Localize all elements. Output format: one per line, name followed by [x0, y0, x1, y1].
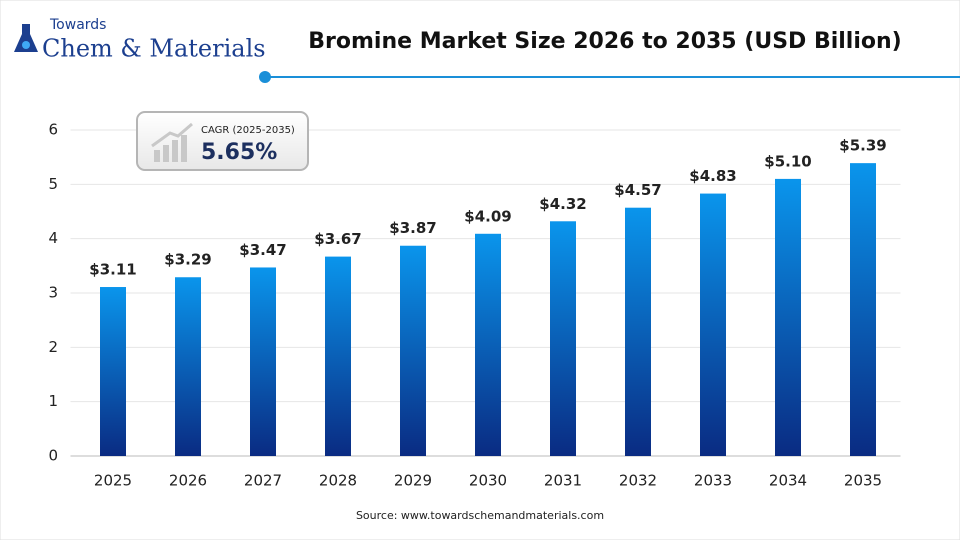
x-tick-label: 2030	[469, 472, 507, 490]
x-tick-label: 2031	[544, 472, 582, 490]
x-tick-label: 2028	[319, 472, 357, 490]
x-tick-label: 2032	[619, 472, 657, 490]
cagr-label: CAGR (2025-2035)	[201, 125, 295, 136]
x-tick-label: 2029	[394, 472, 432, 490]
y-tick-label: 1	[48, 392, 58, 410]
x-tick-label: 2034	[769, 472, 807, 490]
cagr-icon	[163, 145, 169, 162]
x-tick-label: 2033	[694, 472, 732, 490]
cagr-icon	[151, 122, 193, 148]
cagr-icon	[154, 150, 160, 162]
logo: Towards Chem & Materials	[14, 17, 266, 63]
value-label: $3.87	[389, 219, 436, 237]
y-tick-label: 6	[48, 121, 58, 139]
bar	[100, 287, 126, 456]
value-label: $3.67	[314, 230, 361, 248]
value-label: $3.29	[164, 251, 211, 269]
x-tick-label: 2035	[844, 472, 882, 490]
value-label: $4.57	[614, 181, 661, 199]
y-tick-label: 5	[48, 175, 58, 193]
cagr-icon	[181, 135, 187, 162]
value-label: $3.47	[239, 241, 286, 259]
value-label: $3.11	[89, 261, 136, 279]
bar	[550, 221, 576, 456]
bar	[175, 277, 201, 456]
value-label: $4.83	[689, 167, 736, 185]
cagr-box: CAGR (2025-2035) 5.65%	[136, 111, 309, 171]
bar	[850, 163, 876, 457]
y-tick-label: 0	[48, 447, 58, 465]
logo-top: Towards	[49, 17, 106, 33]
x-tick-label: 2027	[244, 472, 282, 490]
logo-bottom: Chem & Materials	[42, 35, 266, 63]
title-rule-dot	[259, 71, 271, 83]
bar	[775, 178, 801, 456]
value-label: $5.39	[839, 137, 886, 155]
source: Source: www.towardschemandmaterials.com	[356, 509, 604, 522]
bar	[700, 193, 726, 456]
logo-bubble	[22, 41, 30, 49]
bar	[625, 207, 651, 456]
bar	[325, 256, 351, 456]
bar	[250, 267, 276, 456]
bar	[475, 233, 501, 456]
x-tick-label: 2026	[169, 472, 207, 490]
cagr-value: 5.65%	[201, 140, 277, 165]
value-label: $4.09	[464, 207, 511, 225]
value-label: $5.10	[764, 152, 811, 170]
chart-title: Bromine Market Size 2026 to 2035 (USD Bi…	[308, 29, 901, 54]
y-tick-label: 2	[48, 338, 58, 356]
cagr-icon	[172, 140, 178, 162]
value-label: $4.32	[539, 195, 586, 213]
y-tick-label: 3	[48, 284, 58, 302]
x-tick-label: 2025	[94, 472, 132, 490]
bar	[400, 245, 426, 456]
cagr-frame	[136, 111, 309, 171]
y-tick-label: 4	[48, 229, 58, 247]
plot: 0 1 2 3 4 5 6 2025 $3.11 2026 $3.29 2027 $3.47 2028 $3…	[48, 121, 901, 490]
logo-flask	[14, 24, 38, 52]
